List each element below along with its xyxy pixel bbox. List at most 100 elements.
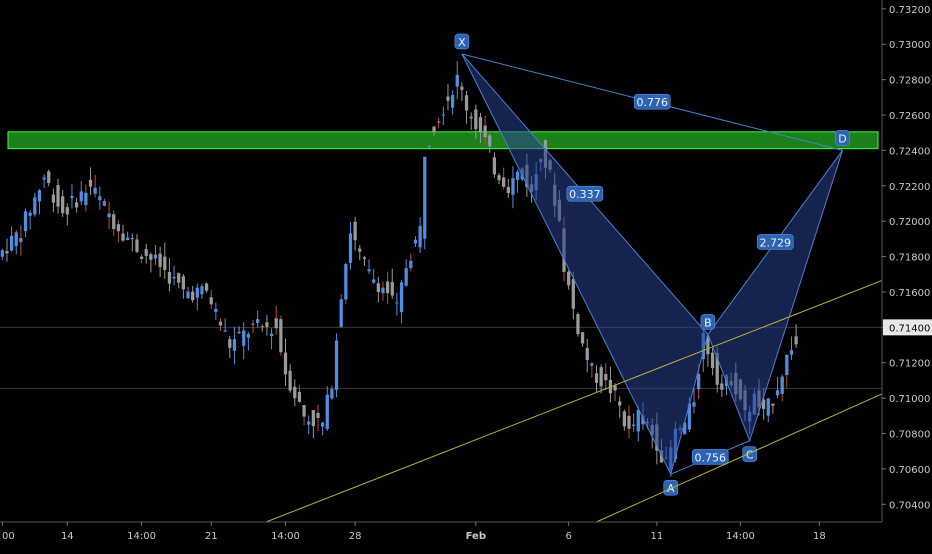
channel-line (234, 279, 885, 535)
candle-body (293, 386, 297, 399)
candle-body (692, 402, 696, 407)
candle-body (265, 322, 269, 327)
candle-body (330, 389, 334, 399)
ratio-label: 0.776 (636, 96, 668, 109)
pattern-xab-triangle (461, 53, 709, 476)
candle-body (177, 273, 181, 283)
ratio-label-box (566, 185, 604, 202)
candle-body (339, 299, 343, 327)
ratio-label: 2.729 (759, 236, 791, 249)
candle-body (399, 282, 404, 313)
candle-body (102, 201, 107, 206)
candle-body (195, 287, 199, 298)
candle-body (14, 232, 18, 247)
candle-body (622, 411, 626, 427)
candle-body (307, 421, 311, 425)
candle-body (580, 332, 585, 344)
candle-body (237, 332, 241, 334)
candle-body (353, 221, 357, 241)
candle-body (567, 271, 571, 286)
supply-zone-rect[interactable] (7, 131, 879, 150)
candle-body (687, 403, 691, 430)
candle-body (413, 239, 418, 244)
candle-body (74, 202, 79, 208)
candle-body (720, 383, 724, 390)
point-label-C: C (746, 449, 754, 462)
candle-body (594, 373, 599, 383)
current-price-tag (883, 319, 932, 336)
candle-body (492, 157, 497, 175)
candle-body (23, 211, 28, 232)
candle-body (571, 279, 575, 309)
price-axis[interactable]: 0.70400 0.70600 0.70800 0.71000 0.71200 0.714… (881, 0, 932, 550)
candle-body (390, 282, 394, 296)
candle-body (632, 424, 636, 426)
candle-body (464, 95, 469, 111)
time-tick-label: 18 (813, 531, 826, 542)
candle-body (469, 116, 473, 119)
candle-body (446, 96, 450, 101)
time-axis[interactable]: 00 14 14:00 21 14:00 28 Feb 6 11 14:00 18 (0, 521, 932, 550)
price-tick-label: 0.72200 (889, 182, 930, 193)
price-tick-label: 0.70600 (889, 465, 930, 476)
candle-body (88, 179, 93, 187)
price-tick-label: 0.72800 (889, 76, 930, 87)
candle-body (789, 350, 794, 355)
candle-body (311, 410, 315, 427)
candle-body (585, 348, 589, 361)
candle-body (395, 302, 399, 304)
candle-body (418, 226, 422, 248)
candle-body (506, 187, 510, 193)
ratio-label-box (691, 449, 729, 465)
channel-lines[interactable] (234, 279, 885, 535)
candle-body (283, 352, 288, 375)
point-label-box (835, 130, 850, 146)
candle-body (771, 403, 775, 406)
supply-zone[interactable] (7, 131, 879, 150)
price-axis-bg (882, 0, 932, 550)
price-tick-label: 0.72600 (889, 111, 930, 122)
candle-body (5, 251, 9, 254)
point-label-D: D (838, 132, 846, 145)
candle-body (279, 319, 283, 353)
price-tick-label: 0.72000 (889, 217, 930, 228)
time-tick-label: 21 (205, 531, 218, 542)
time-tick-label: 11 (650, 531, 663, 542)
candle-body (497, 175, 501, 181)
candle-body (762, 399, 766, 409)
candle-body (121, 233, 125, 241)
candle-body (437, 121, 441, 123)
candle-body (191, 291, 195, 301)
candle-body (269, 333, 274, 337)
candle-body (9, 235, 14, 251)
candle-body (613, 385, 617, 391)
candle-body (427, 145, 432, 148)
candle-body (200, 286, 204, 295)
candle-body (316, 412, 320, 419)
candle-body (775, 390, 780, 396)
ratio-label: 0.756 (694, 451, 726, 464)
candle-body (385, 281, 390, 294)
point-label-box (663, 479, 679, 496)
candle-body (334, 340, 339, 390)
candle-body (590, 363, 594, 366)
candle-body (61, 196, 65, 214)
point-label-B: B (704, 316, 712, 329)
candle-body (242, 330, 246, 346)
price-tick-label: 0.73000 (889, 40, 930, 51)
time-tick-label: Feb (466, 531, 486, 542)
time-tick-label: 00 (2, 531, 15, 542)
pattern-bcd-triangle (707, 150, 844, 443)
candle-body (116, 224, 120, 232)
candle-body (130, 238, 134, 240)
ratio-label-box (633, 93, 671, 110)
candle-body (376, 283, 380, 292)
candle-body (223, 330, 227, 332)
candle-body (0, 250, 4, 257)
candle-body (404, 268, 408, 286)
candle-body (683, 422, 687, 435)
price-tick-label: 0.71000 (889, 394, 930, 405)
